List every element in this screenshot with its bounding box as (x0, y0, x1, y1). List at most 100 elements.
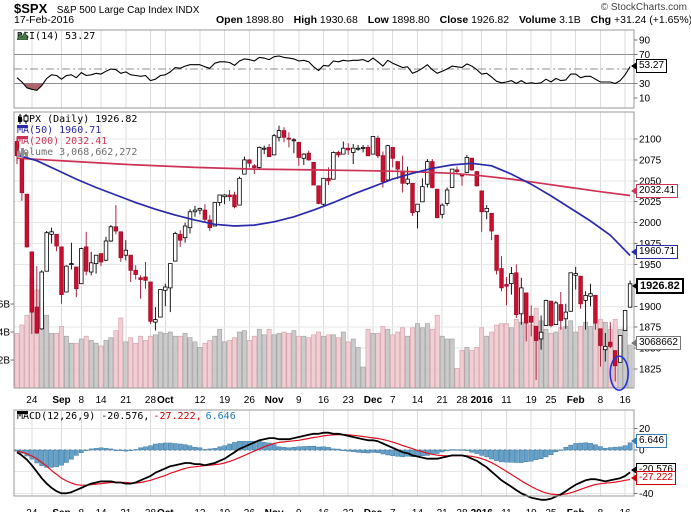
chg-label: Chg (590, 14, 612, 26)
svg-text:8: 8 (598, 395, 604, 406)
rsi-value-callout: 53.27 (630, 59, 668, 73)
low-value: 1898.80 (391, 14, 430, 26)
ma50-value-callout: 1960.71 (630, 245, 679, 259)
macd-legend: MACD(12,26,9) -20.576, -27.222, 6.646 (17, 411, 236, 422)
ma50-legend: MA(50) 1960.71 (17, 125, 101, 136)
ma50-line-icon (17, 125, 28, 128)
svg-text:1975: 1975 (639, 239, 662, 250)
price-legend-label: $SPX (Daily) 1926.82 (17, 114, 138, 125)
ma200-value-callout: 2032.41 (630, 184, 679, 198)
svg-text:0: 0 (639, 446, 645, 457)
svg-text:12: 12 (194, 395, 206, 406)
chg-value: +31.24 (+1.65%) (613, 14, 691, 26)
chart-header: $SPX S&P 500 Large Cap Index INDX (14, 0, 200, 16)
svg-text:Sep: Sep (52, 395, 70, 406)
ma200-line-icon (17, 136, 28, 139)
last-price-callout: 1926.82 (632, 278, 684, 294)
rsi-legend: RSI(14) 53.27 (17, 31, 95, 42)
macd-legend-label: MACD(12,26,9) -20.576, (17, 411, 150, 422)
quote-date: 17-Feb-2016 (14, 14, 75, 26)
svg-text:28: 28 (456, 508, 468, 512)
svg-text:90: 90 (639, 36, 651, 47)
svg-text:21: 21 (120, 508, 132, 512)
watermark: © StockCharts.com (600, 2, 687, 13)
svg-text:25: 25 (545, 508, 557, 512)
svg-text:7: 7 (390, 508, 396, 512)
svg-text:10: 10 (639, 94, 651, 105)
symbol-label: $SPX (14, 1, 48, 16)
svg-text:11: 11 (501, 395, 512, 406)
svg-text:2100: 2100 (639, 135, 662, 146)
svg-text:1875: 1875 (639, 323, 662, 334)
svg-text:19: 19 (526, 395, 538, 406)
ma200-legend: MA(200) 2032.41 (17, 136, 107, 147)
macd-signal-legend-label: -27.222, (153, 411, 202, 422)
svg-text:Feb: Feb (567, 508, 585, 512)
svg-text:21: 21 (437, 508, 449, 512)
svg-text:2025: 2025 (639, 197, 662, 208)
open-label: Open (216, 14, 243, 26)
candlestick-icon (18, 114, 29, 124)
volume-legend: Volume 3,068,662,272 (17, 147, 137, 158)
svg-text:Nov: Nov (265, 395, 284, 406)
macd-hist-legend-label: 6.646 (205, 411, 236, 422)
svg-text:11: 11 (501, 508, 512, 512)
volume-legend-label: Volume 3,068,662,272 (17, 147, 138, 158)
svg-text:8: 8 (78, 508, 84, 512)
svg-text:2016: 2016 (471, 395, 494, 406)
svg-text:1950: 1950 (639, 260, 662, 271)
volume-value: 3.1B (559, 14, 581, 26)
macd-hist-callout: 6.646 (630, 434, 668, 448)
ma200-legend-label: MA(200) 2032.41 (17, 136, 108, 147)
svg-text:6B: 6B (0, 300, 10, 311)
svg-text:16: 16 (620, 395, 632, 406)
svg-text:8: 8 (598, 508, 604, 512)
svg-text:12: 12 (194, 508, 206, 512)
rsi-legend-label: RSI(14) 53.27 (17, 31, 96, 42)
svg-text:19: 19 (219, 508, 231, 512)
svg-text:14: 14 (412, 508, 424, 512)
svg-text:-40: -40 (639, 489, 654, 500)
svg-text:2016: 2016 (471, 508, 494, 512)
price-legend: $SPX (Daily) 1926.82 (17, 114, 137, 125)
quote-values: Open 1898.80 High 1930.68 Low 1898.80 Cl… (216, 14, 691, 26)
svg-text:Feb: Feb (567, 395, 585, 406)
rsi-area-icon (17, 31, 28, 40)
svg-text:24: 24 (26, 508, 38, 512)
svg-text:8: 8 (78, 395, 84, 406)
svg-text:Oct: Oct (157, 395, 174, 406)
svg-text:19: 19 (526, 508, 538, 512)
svg-text:9: 9 (296, 395, 302, 406)
svg-text:28: 28 (456, 395, 468, 406)
svg-text:Dec: Dec (364, 508, 383, 512)
high-label: High (293, 14, 317, 26)
close-label: Close (439, 14, 469, 26)
svg-text:26: 26 (244, 508, 256, 512)
high-value: 1930.68 (319, 14, 358, 26)
svg-text:25: 25 (545, 395, 557, 406)
symbol-description: S&P 500 Large Cap Index INDX (56, 5, 200, 16)
svg-text:24: 24 (26, 395, 38, 406)
volume-bars-icon (17, 148, 28, 157)
macd-signal-callout: -27.222 (631, 471, 676, 485)
svg-text:14: 14 (95, 508, 107, 512)
open-value: 1898.80 (245, 14, 284, 26)
svg-text:14: 14 (95, 395, 107, 406)
volume-label: Volume (519, 14, 557, 26)
svg-text:28: 28 (145, 508, 157, 512)
svg-text:2B: 2B (0, 356, 10, 367)
svg-text:16: 16 (318, 508, 330, 512)
svg-text:Sep: Sep (52, 508, 70, 512)
svg-text:21: 21 (437, 395, 449, 406)
svg-text:19: 19 (219, 395, 231, 406)
svg-text:1825: 1825 (639, 364, 662, 375)
svg-text:2000: 2000 (639, 218, 662, 229)
svg-text:21: 21 (120, 395, 132, 406)
svg-text:Dec: Dec (364, 395, 383, 406)
svg-text:16: 16 (318, 395, 330, 406)
svg-text:23: 23 (343, 395, 355, 406)
svg-text:2075: 2075 (639, 155, 662, 166)
ma50-legend-label: MA(50) 1960.71 (17, 125, 102, 136)
